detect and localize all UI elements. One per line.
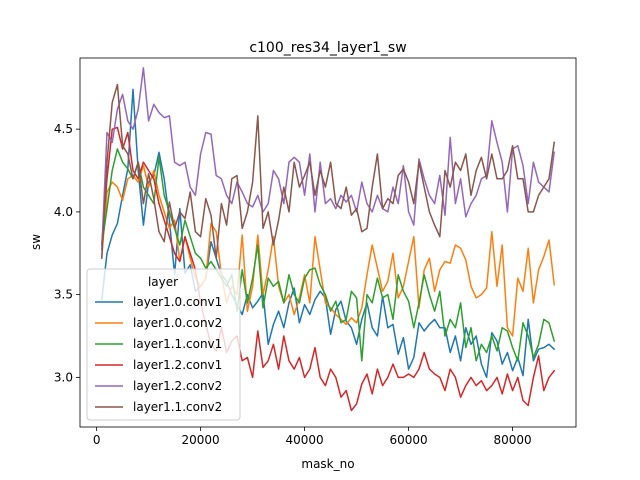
legend: layer layer1.0.conv1layer1.0.conv2layer1…: [86, 268, 241, 421]
series-line-layer1-2-conv2: [101, 67, 556, 251]
legend-entry-label: layer1.1.conv1: [133, 337, 222, 351]
x-axis-label: mask_no: [301, 457, 354, 471]
legend-entry-label: layer1.1.conv2: [133, 400, 222, 414]
y-axis-label: sw: [29, 234, 43, 250]
legend-entry-label: layer1.0.conv1: [133, 295, 222, 309]
x-tick-label: 60000: [389, 433, 427, 447]
x-tick-label: 80000: [493, 433, 531, 447]
y-tick-label: 3.0: [54, 370, 73, 384]
x-tick-label: 40000: [286, 433, 324, 447]
legend-entry-label: layer1.2.conv1: [133, 358, 222, 372]
x-axis: 0 20000 40000 60000 80000: [93, 427, 532, 447]
y-tick-label: 4.0: [54, 205, 73, 219]
legend-box: [86, 268, 241, 421]
y-tick-label: 4.5: [54, 122, 73, 136]
x-tick-label: 0: [93, 433, 101, 447]
series-line-layer1-1-conv1: [100, 148, 556, 362]
plot-frame: [79, 57, 577, 428]
legend-items: layer1.0.conv1 layer1.0.conv2 layer1.1.con…: [95, 295, 222, 414]
y-axis: 3.0 3.5 4.0 4.5: [54, 122, 80, 384]
series-layer: [100, 67, 556, 412]
series-line-layer1-2-conv1: [100, 126, 556, 412]
legend-entry-label: layer1.0.conv2: [133, 316, 222, 330]
legend-title: layer: [148, 275, 178, 289]
x-tick-label: 20000: [182, 433, 220, 447]
chart-title: c100_res34_layer1_sw: [249, 40, 406, 56]
series-line-layer1-1-conv2: [101, 83, 556, 259]
legend-entry-label: layer1.2.conv2: [133, 379, 222, 393]
y-tick-label: 3.5: [54, 288, 73, 302]
